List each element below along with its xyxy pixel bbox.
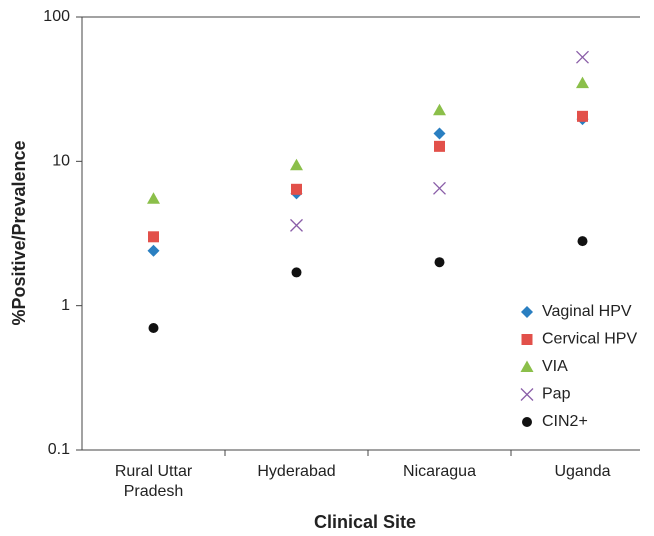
legend-label: VIA [542, 358, 568, 375]
legend-label: Vaginal HPV [542, 303, 632, 320]
y-tick-label: 100 [43, 8, 70, 25]
y-tick-label: 0.1 [48, 441, 70, 458]
marker [290, 158, 303, 171]
legend-marker [521, 306, 533, 318]
marker [433, 103, 446, 116]
marker [576, 76, 589, 89]
marker [434, 140, 445, 152]
y-tick-label: 1 [61, 297, 70, 314]
legend-marker [521, 334, 533, 345]
marker [291, 267, 302, 278]
y-axis-title: %Positive/Prevalence [9, 140, 29, 325]
x-tick-label: Nicaragua [403, 463, 476, 480]
marker [290, 218, 303, 232]
x-tick-label: Rural Uttar Pradesh [114, 463, 193, 500]
marker [434, 257, 445, 268]
marker [147, 244, 160, 257]
x-tick-label: Uganda [554, 463, 611, 480]
legend-label: Cervical HPV [542, 331, 637, 348]
marker [291, 183, 302, 195]
y-tick-label: 10 [52, 153, 70, 170]
marker [577, 236, 588, 247]
legend-label: Pap [542, 386, 571, 403]
marker [577, 110, 588, 122]
x-axis-title: Clinical Site [314, 512, 416, 532]
marker [148, 231, 159, 243]
legend-label: CIN2+ [542, 413, 588, 430]
marker [433, 181, 446, 195]
legend-marker [520, 360, 534, 372]
x-tick-label: Hyderabad [257, 463, 336, 480]
marker [576, 50, 589, 64]
marker [433, 127, 446, 140]
marker [147, 192, 160, 204]
legend-marker [520, 388, 534, 401]
legend-marker [522, 417, 532, 427]
marker [148, 323, 159, 334]
